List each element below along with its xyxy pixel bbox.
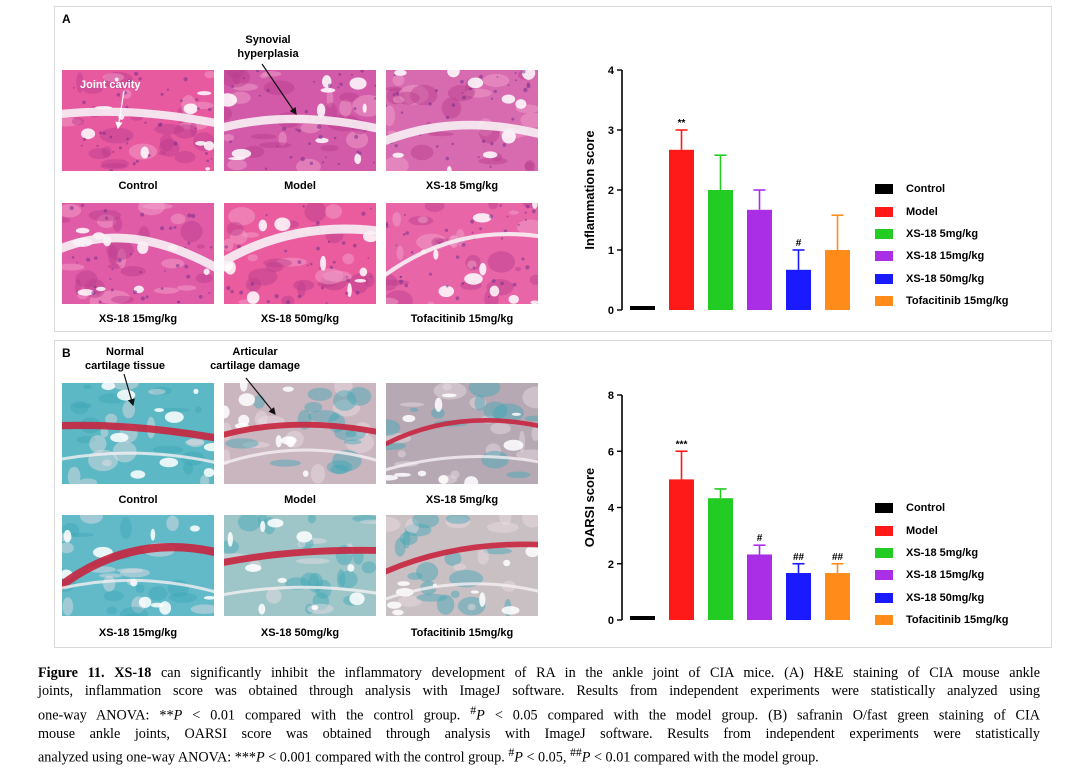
bar — [786, 573, 811, 620]
annotation-cartilage-damage: Articular cartilage damage — [210, 346, 300, 372]
caption-line: Figure 11. XS-18 can significantly inhib… — [38, 665, 1040, 681]
legend-swatch — [875, 570, 893, 581]
bar — [669, 149, 694, 310]
y-tick-label: 2 — [608, 185, 614, 197]
y-tick-label: 0 — [608, 305, 614, 317]
image-caption: XS-18 50mg/kg — [260, 313, 340, 325]
histology-image-a-tofacitinib — [386, 203, 538, 304]
significance-label: ## — [793, 552, 805, 563]
bar — [825, 573, 850, 620]
legend-swatch — [875, 206, 893, 217]
legend-swatch — [875, 547, 893, 558]
histology-image-a-xs18-15 — [62, 203, 214, 304]
caption-line: analyzed using one-way ANOVA: ***P < 0.0… — [38, 745, 819, 767]
legend-b: Control Model XS-18 5mg/kg XS-18 15mg/kg… — [875, 497, 1008, 631]
legend-swatch — [875, 503, 893, 514]
y-tick-label: 4 — [608, 503, 615, 515]
y-tick-label: 0 — [608, 615, 614, 627]
legend-item: Tofacitinib 15mg/kg — [875, 609, 1008, 631]
histology-image-b-model — [224, 383, 376, 484]
annotation-synovial-hyperplasia: Synovial hyperplasia — [237, 34, 299, 60]
image-caption: Control — [118, 180, 158, 192]
caption-line: mouse ankle joints, OARSI score was obta… — [38, 725, 1040, 742]
caption-line: one-way ANOVA: **P < 0.01 compared with … — [38, 702, 1040, 724]
panel-b-letter: B — [62, 346, 71, 360]
image-caption: XS-18 15mg/kg — [98, 313, 178, 325]
legend-item: Control — [875, 178, 1008, 200]
legend-swatch — [875, 615, 893, 626]
legend-swatch — [875, 251, 893, 262]
image-caption: Tofacitinib 15mg/kg — [410, 313, 514, 325]
bar — [708, 498, 733, 620]
y-tick-label: 3 — [608, 125, 614, 137]
bar — [630, 306, 655, 310]
caption-line: joints, inflammation score was obtained … — [38, 683, 1040, 700]
y-tick-label: 4 — [608, 65, 615, 77]
bar — [630, 616, 655, 620]
legend-a: Control Model XS-18 5mg/kg XS-18 15mg/kg… — [875, 178, 1008, 312]
inflammation-score-chart: 0 1 2 3 4 Inflammation score ** # — [582, 65, 850, 317]
legend-swatch — [875, 592, 893, 603]
y-axis-label: OARSI score — [582, 468, 597, 547]
histology-image-a-model — [224, 70, 376, 171]
bar — [708, 190, 733, 310]
legend-swatch — [875, 273, 893, 284]
bar — [786, 269, 811, 310]
legend-item: Control — [875, 497, 1008, 519]
histology-image-b-xs18-5 — [386, 383, 538, 484]
image-caption: Tofacitinib 15mg/kg — [410, 627, 514, 639]
legend-item: XS-18 50mg/kg — [875, 268, 1008, 290]
histology-image-b-xs18-15 — [62, 515, 214, 616]
significance-label: # — [757, 533, 763, 544]
significance-label: ** — [678, 118, 686, 129]
legend-item: XS-18 5mg/kg — [875, 223, 1008, 245]
histology-image-a-xs18-50 — [224, 203, 376, 304]
annotation-normal-cartilage: Normal cartilage tissue — [84, 346, 166, 372]
image-caption: XS-18 5mg/kg — [425, 494, 499, 506]
significance-label: # — [796, 238, 802, 249]
bar — [747, 554, 772, 620]
y-tick-label: 6 — [608, 446, 614, 458]
figure-caption: Figure 11. XS-18 can significantly inhib… — [38, 664, 1040, 768]
histology-image-b-xs18-50 — [224, 515, 376, 616]
image-caption: XS-18 50mg/kg — [260, 627, 340, 639]
y-tick-label: 1 — [608, 245, 614, 257]
significance-label: ## — [832, 552, 844, 563]
histology-image-a-xs18-5 — [386, 70, 538, 171]
legend-item: XS-18 50mg/kg — [875, 587, 1008, 609]
bar — [747, 209, 772, 310]
legend-item: Model — [875, 519, 1008, 541]
y-tick-label: 8 — [608, 390, 614, 402]
annotation-joint-cavity: Joint cavity — [80, 79, 141, 91]
legend-swatch — [875, 296, 893, 307]
legend-swatch — [875, 525, 893, 536]
y-axis-label: Inflammation score — [582, 130, 597, 249]
histology-image-b-tofacitinib — [386, 515, 538, 616]
image-caption: Control — [118, 494, 158, 506]
legend-item: XS-18 5mg/kg — [875, 542, 1008, 564]
image-caption: XS-18 15mg/kg — [98, 627, 178, 639]
legend-item: XS-18 15mg/kg — [875, 564, 1008, 586]
image-caption: XS-18 5mg/kg — [425, 180, 499, 192]
legend-item: Model — [875, 200, 1008, 222]
image-caption: Model — [284, 494, 316, 506]
significance-label: *** — [676, 439, 688, 450]
panel-a-letter: A — [62, 12, 71, 26]
histology-image-a-control — [62, 70, 214, 171]
image-caption: Model — [284, 180, 316, 192]
legend-swatch — [875, 184, 893, 195]
legend-item: XS-18 15mg/kg — [875, 245, 1008, 267]
bar — [825, 250, 850, 310]
y-tick-label: 2 — [608, 559, 614, 571]
legend-item: Tofacitinib 15mg/kg — [875, 290, 1008, 312]
bar — [669, 479, 694, 620]
legend-swatch — [875, 228, 893, 239]
histology-image-b-control — [62, 383, 214, 484]
